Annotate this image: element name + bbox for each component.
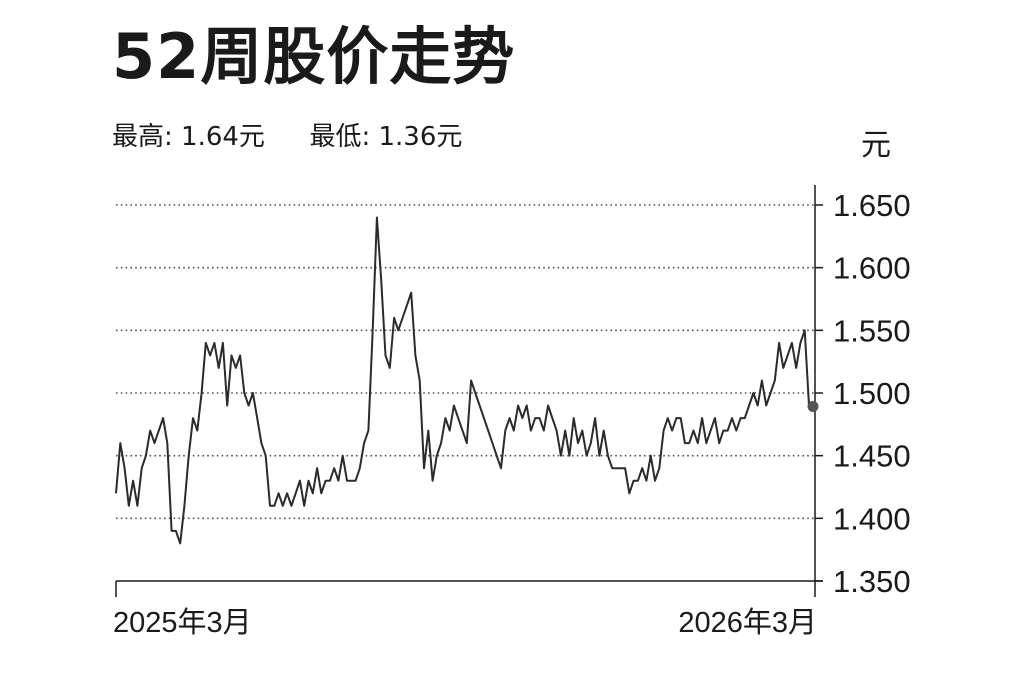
- price-range-summary: 最高: 1.64元 最低: 1.36元: [112, 124, 462, 150]
- y-tick-label: 1.650: [833, 188, 911, 223]
- y-axis-ticks: 1.650 1.600 1.550 1.500 1.450 1.400 1.350: [815, 188, 911, 599]
- y-tick-label: 1.400: [833, 501, 911, 536]
- y-tick-label: 1.600: [833, 251, 911, 286]
- chart-title: 52周股价走势: [112, 20, 516, 93]
- x-axis-start-label: 2025年3月: [113, 606, 252, 639]
- high-label: 最高:: [112, 122, 173, 152]
- y-tick-label: 1.500: [833, 376, 911, 411]
- grid-lines: [116, 204, 815, 520]
- y-tick-label: 1.550: [833, 313, 911, 348]
- price-line: [115, 216, 810, 545]
- y-tick-label: 1.350: [833, 564, 911, 599]
- price-series: [115, 216, 819, 545]
- high-value: 1.64元: [181, 122, 265, 152]
- low-label: 最低:: [309, 122, 371, 152]
- low-value: 1.36元: [378, 122, 463, 152]
- y-tick-label: 1.450: [833, 439, 911, 474]
- x-axis-end-label: 2026年3月: [678, 606, 817, 639]
- axes: [115, 185, 823, 597]
- latest-price-dot: [807, 401, 819, 413]
- y-axis-unit-label: 元: [861, 128, 891, 163]
